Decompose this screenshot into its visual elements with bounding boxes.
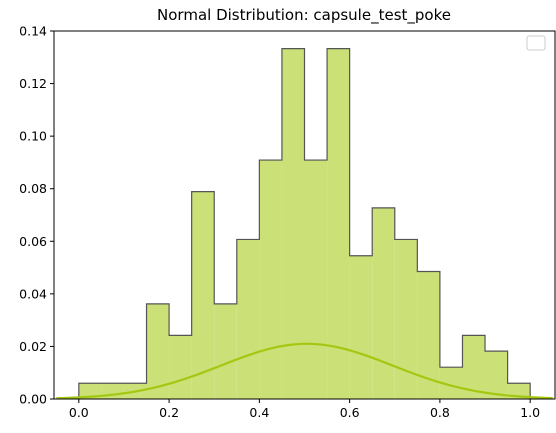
y-tick-label: 0.08 [19,181,47,196]
y-axis-ticks: 0.00 0.02 0.04 0.06 0.08 0.10 0.12 0.14 [19,24,54,407]
y-tick-label: 0.06 [19,234,47,249]
x-tick-label: 0.2 [159,405,179,420]
histogram-bar [236,239,260,399]
y-tick-label: 0.14 [19,24,47,39]
y-tick-label: 0.12 [19,76,47,91]
histogram-bar [349,255,373,399]
histogram-bar [78,383,102,399]
plot-frame [53,30,556,400]
y-tick-label: 0.00 [19,392,47,407]
histogram-outline [78,48,531,399]
histogram-bar [394,239,418,399]
x-tick-label: 0.6 [340,405,360,420]
x-tick-label: 0.0 [69,405,89,420]
x-tick-label: 0.4 [249,405,269,420]
histogram-bar [281,48,305,400]
histogram-bar [485,351,508,399]
histogram-bar [417,271,440,399]
x-tick-label: 1.0 [520,405,540,420]
histogram-bar [169,335,192,399]
histogram-bar [372,207,395,399]
normal-pdf-curve [56,342,553,400]
x-axis-ticks: 0.0 0.2 0.4 0.6 0.8 1.0 [69,399,540,420]
y-tick-label: 0.10 [19,129,47,144]
histogram-bar [259,160,282,399]
x-tick-label: 0.8 [430,405,450,420]
histogram-bar [304,160,328,399]
histogram-bar [327,48,350,400]
histogram-bar [214,303,237,399]
legend-box [526,35,546,51]
histogram-bars [78,48,531,400]
histogram-bar [439,367,463,399]
histogram-bar [191,191,215,399]
histogram-bar [462,335,486,399]
chart-title: Normal Distribution: capsule_test_poke [157,6,451,25]
y-tick-label: 0.04 [19,286,47,301]
y-tick-label: 0.02 [19,339,47,354]
histogram-bar [146,303,170,399]
